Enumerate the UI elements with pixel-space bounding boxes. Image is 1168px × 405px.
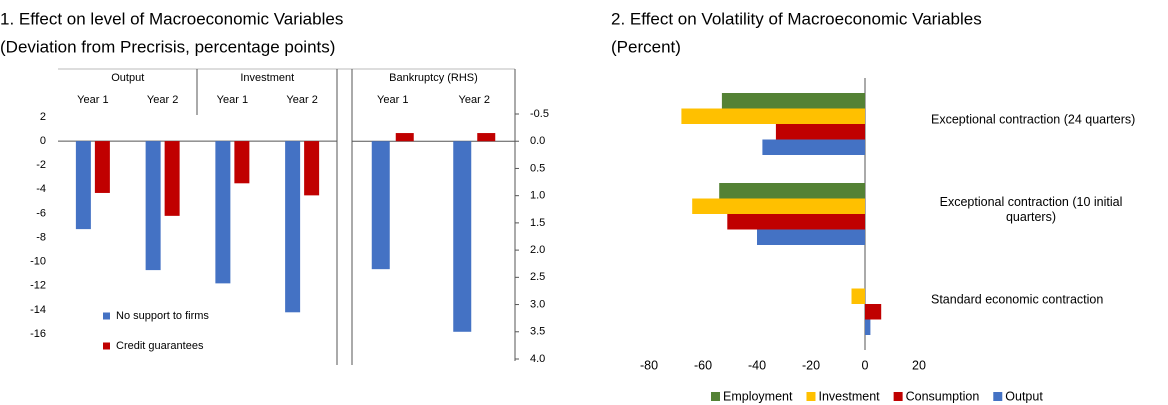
- bar: [775, 124, 865, 140]
- legend-label: Credit guarantees: [116, 340, 204, 352]
- legend-label: Output: [1005, 389, 1043, 403]
- chart-title: 2. Effect on Volatility of Macroeconomic…: [611, 9, 982, 28]
- bar: [719, 183, 865, 199]
- bar: [681, 108, 865, 124]
- x-tick-label: -20: [802, 358, 820, 372]
- legend-swatch: [711, 392, 720, 401]
- group-label: Investment: [240, 72, 294, 84]
- bar: [234, 141, 250, 184]
- y-tick-label: 0: [40, 135, 46, 147]
- bar: [865, 304, 882, 320]
- group-label: Output: [111, 72, 144, 84]
- x-tick-label: -80: [640, 358, 658, 372]
- x-tick-label: Year 2: [147, 94, 178, 106]
- legend-label: Consumption: [906, 389, 980, 403]
- category-label: Exceptional contraction (10 initial quar…: [939, 195, 1123, 224]
- bar: [371, 141, 390, 270]
- bar: [757, 229, 865, 245]
- bar: [395, 133, 414, 142]
- y2-tick-label: 1.0: [530, 190, 545, 202]
- y2-tick-label: 3.0: [530, 298, 545, 310]
- x-tick-label: Year 2: [286, 94, 317, 106]
- y-tick-label: -6: [36, 207, 46, 219]
- bar: [453, 141, 472, 332]
- x-tick-label: 20: [912, 358, 926, 372]
- bar: [727, 214, 865, 230]
- x-tick-label: -60: [694, 358, 712, 372]
- bar: [762, 139, 865, 155]
- y-tick-label: -4: [36, 183, 46, 195]
- y-tick-label: -12: [30, 280, 46, 292]
- x-tick-label: Year 1: [377, 94, 408, 106]
- x-tick-label: -40: [748, 358, 766, 372]
- y-tick-label: 2: [40, 111, 46, 123]
- y2-tick-label: -0.5: [530, 108, 549, 120]
- x-tick-label: Year 2: [459, 94, 490, 106]
- category-label: Standard economic contraction: [931, 292, 1104, 307]
- chart-title: 1. Effect on level of Macroeconomic Vari…: [0, 9, 343, 28]
- x-tick-label: Year 1: [217, 94, 248, 106]
- legend-swatch: [103, 312, 110, 320]
- bar: [75, 141, 91, 230]
- y2-tick-label: 4.0: [530, 353, 545, 365]
- legend-label: Investment: [818, 389, 880, 403]
- legend-label: No support to firms: [116, 310, 209, 322]
- y-tick-label: -10: [30, 256, 46, 268]
- bar: [164, 141, 180, 216]
- y-tick-label: -8: [36, 231, 46, 243]
- bar: [721, 93, 865, 109]
- legend-label: Employment: [723, 389, 793, 403]
- bar: [304, 141, 320, 196]
- y-tick-label: -16: [30, 328, 46, 340]
- group-label: Bankruptcy (RHS): [389, 72, 478, 84]
- bar: [215, 141, 231, 284]
- y2-tick-label: 2.5: [530, 271, 545, 283]
- bar: [851, 288, 865, 304]
- chart-subtitle: (Deviation from Precrisis, percentage po…: [0, 37, 335, 56]
- y-tick-label: -2: [36, 159, 46, 171]
- bar: [145, 141, 161, 271]
- chart-subtitle: (Percent): [611, 37, 681, 56]
- legend-swatch: [103, 342, 110, 350]
- legend-swatch: [893, 392, 903, 401]
- legend-swatch: [993, 392, 1003, 401]
- legend-swatch: [806, 392, 816, 401]
- y2-tick-label: 2.0: [530, 244, 545, 256]
- bar: [477, 133, 496, 142]
- y2-tick-label: 0.0: [530, 135, 545, 147]
- bar: [865, 319, 871, 335]
- bar: [285, 141, 301, 313]
- bar: [692, 198, 865, 214]
- x-tick-label: Year 1: [77, 94, 108, 106]
- y-tick-label: -14: [30, 304, 46, 316]
- y2-tick-label: 0.5: [530, 162, 545, 174]
- category-label: Exceptional contraction (24 quarters): [931, 112, 1136, 127]
- x-tick-label: 0: [862, 358, 869, 372]
- y2-tick-label: 1.5: [530, 217, 545, 229]
- bar: [94, 141, 110, 193]
- y2-tick-label: 3.5: [530, 326, 545, 338]
